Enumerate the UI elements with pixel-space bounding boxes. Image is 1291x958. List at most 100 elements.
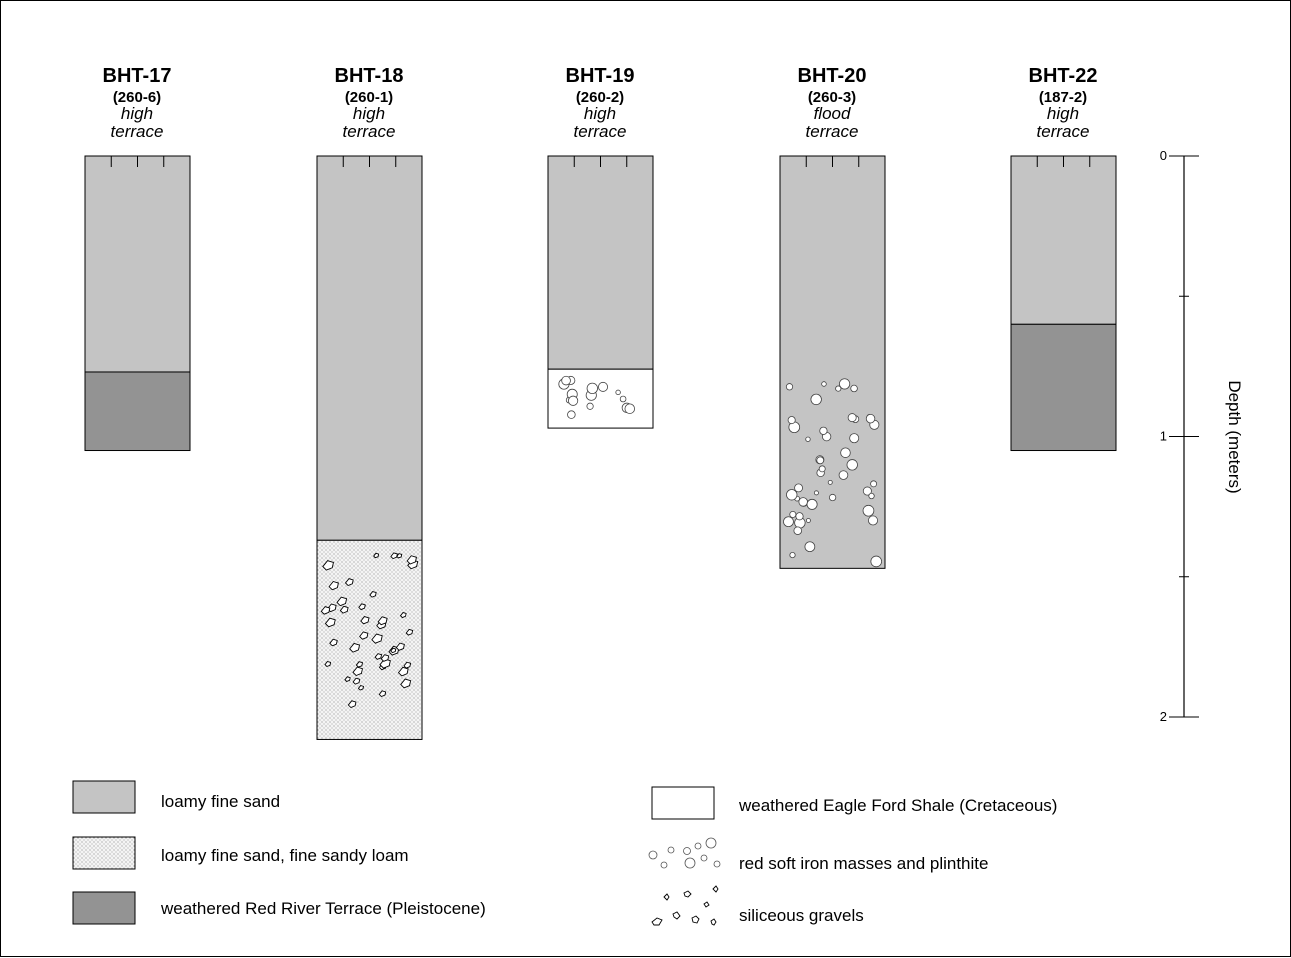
gravel (339, 605, 349, 614)
gravel (324, 660, 332, 668)
gravel (399, 612, 407, 619)
column-setting: terrace (806, 122, 859, 141)
gravel (390, 647, 397, 654)
column-name: BHT-19 (566, 65, 635, 87)
iron-mass (868, 515, 878, 526)
column-name: BHT-17 (103, 65, 172, 87)
profile-column-bht-18 (316, 155, 423, 740)
gravel (371, 633, 383, 644)
iron-mass (821, 381, 827, 387)
iron-mass (794, 483, 803, 493)
iron-mass (567, 410, 576, 419)
iron-mass (819, 426, 828, 435)
legend-item-loamy-fine-sand: loamy fine sand (72, 780, 280, 814)
column-setting: terrace (1037, 122, 1090, 141)
column-setting: flood (814, 104, 851, 123)
legend-label: loamy fine sand (161, 792, 280, 811)
iron-mass (561, 375, 571, 386)
legend-label: weathered Red River Terrace (Pleistocene… (160, 899, 486, 918)
gravel (358, 603, 366, 611)
gravel (322, 560, 334, 571)
legend-swatch-red-river-terrace (72, 891, 136, 925)
iron-mass (789, 552, 796, 559)
column-header-bht17: BHT-17 (260-6) high terrace (103, 65, 172, 141)
column-setting: high (1047, 104, 1079, 123)
iron-mass (805, 518, 811, 523)
gravel (380, 654, 390, 662)
iron-mass (805, 436, 811, 442)
column-setting: terrace (111, 122, 164, 141)
iron-mass (806, 498, 818, 510)
gravel (336, 596, 348, 607)
iron-mass (793, 526, 802, 535)
iron-mass (847, 413, 857, 423)
column-code: (260-3) (808, 89, 856, 106)
column-setting: terrace (574, 122, 627, 141)
iron-mass (786, 489, 798, 501)
iron-mass (865, 413, 876, 424)
iron-mass (598, 381, 608, 392)
legend: loamy fine sand loamy fine sand, fine sa… (72, 780, 1057, 926)
legend-symbol-siliceous-gravels (651, 885, 719, 926)
gravel (405, 628, 414, 636)
iron-mass (816, 456, 825, 465)
profile-column-bht-17 (84, 155, 191, 452)
column-name: BHT-18 (335, 65, 404, 87)
iron-mass (838, 470, 849, 480)
iron-mass (789, 510, 797, 518)
gravel (360, 616, 370, 625)
iron-mass (870, 480, 878, 488)
legend-label: loamy fine sand, fine sandy loam (161, 846, 409, 865)
gravel (396, 553, 403, 559)
iron-mass (839, 378, 851, 390)
legend-label: siliceous gravels (739, 906, 864, 925)
gravel (359, 631, 369, 640)
gravel (357, 685, 365, 691)
iron-mass (813, 490, 819, 496)
column-code: (260-1) (345, 89, 393, 106)
gravel (373, 552, 380, 559)
column-setting: high (353, 104, 385, 123)
profile-columns (84, 155, 1117, 740)
iron-mass (827, 479, 833, 485)
column-setting: terrace (343, 122, 396, 141)
column-header-bht18: BHT-18 (260-1) high terrace (335, 65, 404, 141)
gravel (355, 661, 364, 668)
depth-ticks: 0 1 2 (1160, 148, 1199, 724)
gravel (374, 653, 383, 660)
column-header-bht20: BHT-20 (260-3) flood terrace (798, 65, 867, 141)
iron-mass (785, 383, 794, 391)
gravel (352, 666, 363, 677)
legend-item-loamy-fine-sand-fine-sandy-loam: loamy fine sand, fine sandy loam (72, 836, 409, 870)
legend-symbol-iron-masses (648, 837, 721, 869)
gravel (395, 642, 405, 651)
layer-loamy-fine-sand (316, 155, 423, 541)
column-name: BHT-20 (798, 65, 867, 87)
depth-axis-title: Depth (meters) (1225, 380, 1244, 493)
legend-swatch-loamy-fine-sand (72, 780, 136, 814)
iron-mass (586, 402, 594, 410)
column-setting: high (584, 104, 616, 123)
iron-mass (804, 541, 816, 553)
iron-mass (862, 486, 872, 496)
iron-mass (586, 382, 598, 395)
depth-tick-label: 2 (1160, 709, 1167, 724)
iron-mass (787, 416, 796, 425)
gravel (369, 591, 377, 598)
column-code: (260-2) (576, 89, 624, 106)
layer-red-river-terrace (84, 371, 191, 452)
column-setting: high (121, 104, 153, 123)
iron-mass (783, 516, 794, 528)
profile-column-bht-22 (1010, 155, 1117, 452)
iron-mass (798, 497, 808, 507)
legend-swatch-eagle-ford-shale (651, 786, 715, 820)
iron-mass (624, 403, 635, 414)
iron-mass (835, 385, 842, 392)
iron-mass (850, 384, 858, 393)
iron-mass (862, 504, 875, 517)
iron-mass (818, 465, 826, 473)
profile-column-bht-19 (547, 155, 654, 429)
iron-masses-symbols (558, 375, 635, 419)
gravel (344, 578, 354, 587)
